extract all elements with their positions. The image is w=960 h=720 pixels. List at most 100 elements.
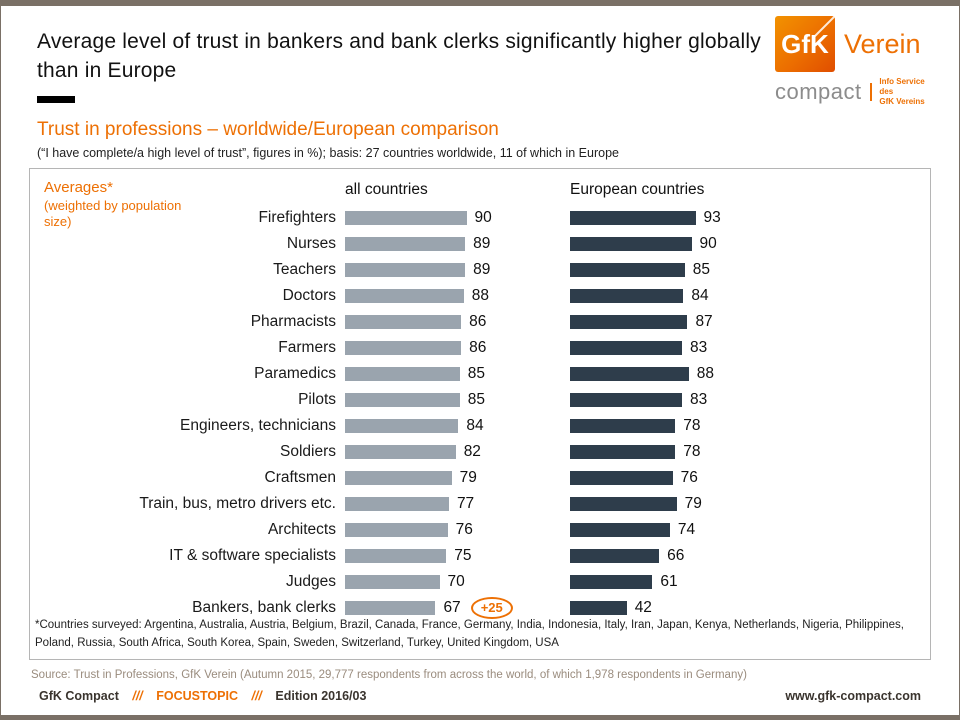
bar-cell-european-countries: 61	[570, 573, 924, 591]
footer-separator-1: ///	[132, 688, 143, 703]
category-label: Pilots	[298, 390, 336, 408]
difference-badge: +25	[470, 596, 513, 619]
chart-row: Firefighters 90 93	[30, 205, 924, 231]
bar-cell-european-countries: 88	[570, 365, 924, 383]
value-label: 85	[467, 364, 485, 382]
value-label: 90	[474, 208, 492, 226]
gfk-logo-square: GfK	[775, 16, 835, 72]
top-frame-bar	[1, 0, 959, 6]
bar-cell-all-countries: 89	[345, 235, 570, 253]
chart-row: Doctors 88 84	[30, 283, 924, 309]
bar-all-countries	[345, 288, 464, 303]
bar-european-countries	[570, 288, 684, 303]
header: Average level of trust in bankers and ba…	[1, 6, 959, 106]
bar-all-countries	[345, 470, 452, 485]
countries-footnote: *Countries surveyed: Argentina, Australi…	[35, 619, 904, 650]
bar-cell-european-countries: 76	[570, 469, 924, 487]
bar-cell-all-countries: 89	[345, 261, 570, 279]
bar-cell-european-countries: 90	[570, 235, 924, 253]
bar-european-countries	[570, 470, 673, 485]
bar-cell-all-countries: 76	[345, 521, 570, 539]
bar-cell-european-countries: 66	[570, 547, 924, 565]
logo-claim-line2: GfK Vereins	[879, 97, 925, 106]
bar-european-countries	[570, 444, 676, 459]
value-label: 86	[469, 338, 487, 356]
chart-row: Architects 76 74	[30, 517, 924, 543]
bar-cell-all-countries: 88	[345, 287, 570, 305]
bar-all-countries	[345, 314, 462, 329]
bar-cell-all-countries: 75	[345, 547, 570, 565]
value-label: 83	[690, 390, 708, 408]
bar-all-countries	[345, 262, 466, 277]
category-label: Craftsmen	[264, 468, 337, 486]
bar-cell-european-countries: 78	[570, 443, 924, 461]
bar-cell-european-countries: 74	[570, 521, 924, 539]
bar-all-countries	[345, 444, 456, 459]
bar-cell-all-countries: 82	[345, 443, 570, 461]
column-header-row: all countries European countries	[30, 177, 924, 203]
bar-all-countries	[345, 548, 447, 563]
value-label: 89	[473, 260, 491, 278]
bar-cell-all-countries: 85	[345, 391, 570, 409]
value-label: 89	[473, 234, 491, 252]
bar-european-countries	[570, 496, 677, 511]
value-label: 88	[471, 286, 490, 304]
category-label: Bankers, bank clerks	[192, 598, 336, 616]
chart-grid: all countries European countries Firefig…	[30, 177, 924, 621]
averages-note: Averages* (weighted by population size)	[44, 179, 204, 231]
chart-row: Nurses 89 90	[30, 231, 924, 257]
logo-claim: Info Service des GfK Vereins	[879, 77, 935, 107]
bar-all-countries	[345, 210, 467, 225]
chart-row: Farmers 86 83	[30, 335, 924, 361]
chart-row: Train, bus, metro drivers etc. 77 79	[30, 491, 924, 517]
bar-cell-all-countries: 77	[345, 495, 570, 513]
bar-european-countries	[570, 314, 688, 329]
category-label: Teachers	[273, 260, 336, 278]
bar-all-countries	[345, 392, 460, 407]
source-line: Source: Trust in Professions, GfK Verein…	[31, 668, 747, 681]
chart-row: Bankers, bank clerks 67 +25 42	[30, 595, 924, 621]
category-label: Judges	[286, 572, 336, 590]
bar-cell-all-countries: 90	[345, 209, 570, 227]
column-header-all-countries: all countries	[345, 180, 428, 198]
chart-row: Pharmacists 86 87	[30, 309, 924, 335]
bar-all-countries	[345, 522, 448, 537]
gfk-verein-logo: GfK Verein compact Info Service des GfK …	[775, 16, 935, 107]
footer-topic: FOCUSTOPIC	[156, 688, 238, 703]
category-label: IT & software specialists	[169, 546, 336, 564]
chart-row: Soldiers 82 78	[30, 439, 924, 465]
chart-row: Pilots 85 83	[30, 387, 924, 413]
value-label: 90	[699, 234, 717, 252]
column-header-european-countries: European countries	[570, 180, 705, 198]
logo-divider	[869, 83, 873, 101]
page-title: Average level of trust in bankers and ba…	[37, 30, 761, 82]
value-label: 78	[683, 416, 701, 434]
bar-cell-all-countries: 84	[345, 417, 570, 435]
value-label: 84	[691, 286, 709, 304]
bar-cell-european-countries: 87	[570, 313, 924, 331]
logo-row-brand: GfK Verein	[775, 16, 935, 72]
bar-all-countries	[345, 366, 460, 381]
category-label: Nurses	[286, 234, 336, 252]
value-label: 77	[456, 494, 475, 512]
footer-separator-2: ///	[251, 688, 262, 703]
chart-row: Engineers, technicians 84 78	[30, 413, 924, 439]
value-label: 84	[466, 416, 484, 434]
bar-cell-all-countries: 85	[345, 365, 570, 383]
bar-cell-european-countries: 78	[570, 417, 924, 435]
chart-row: IT & software specialists 75 66	[30, 543, 924, 569]
value-label: 66	[667, 546, 685, 564]
bar-all-countries	[345, 418, 459, 433]
value-label: 70	[447, 572, 465, 590]
bar-cell-european-countries: 42	[570, 599, 924, 617]
category-label: Farmers	[278, 338, 336, 356]
category-label: Engineers, technicians	[180, 416, 336, 434]
bar-cell-european-countries: 93	[570, 209, 924, 227]
bar-european-countries	[570, 600, 627, 615]
value-label: 82	[463, 442, 481, 460]
bottom-frame-bar	[1, 715, 959, 720]
footer: GfK Compact /// FOCUSTOPIC /// Edition 2…	[39, 689, 921, 703]
category-label: Soldiers	[280, 442, 336, 460]
bar-cell-all-countries: 86	[345, 313, 570, 331]
